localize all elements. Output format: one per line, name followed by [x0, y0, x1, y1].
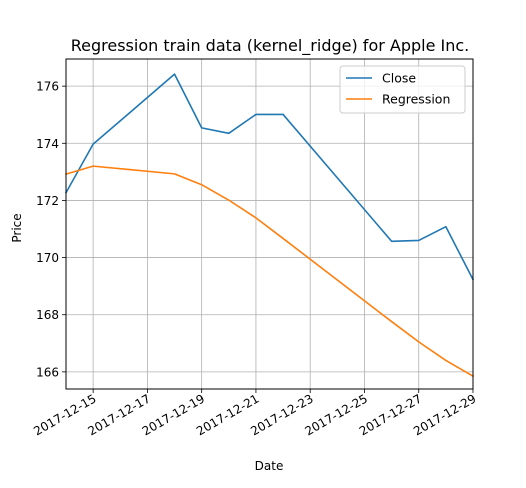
legend-label-close: Close [382, 71, 416, 86]
series-layer [64, 73, 475, 378]
legend-label-regression: Regression [382, 92, 450, 107]
series-line-close [64, 73, 475, 281]
x-axis-label: Date [255, 459, 284, 473]
plot-frame [65, 58, 474, 390]
chart-title: Regression train data (kernel_ridge) for… [71, 36, 470, 56]
y-tick-label: 166 [36, 365, 59, 379]
legend: Close Regression [339, 65, 466, 114]
y-tick-label: 168 [36, 308, 59, 322]
y-tick-label: 172 [36, 194, 59, 208]
y-tick-label: 176 [36, 80, 59, 94]
y-tick-label: 174 [36, 137, 59, 151]
y-axis-label: Price [10, 213, 24, 242]
series-line-regression [65, 165, 475, 378]
y-tick-label: 170 [36, 251, 59, 265]
